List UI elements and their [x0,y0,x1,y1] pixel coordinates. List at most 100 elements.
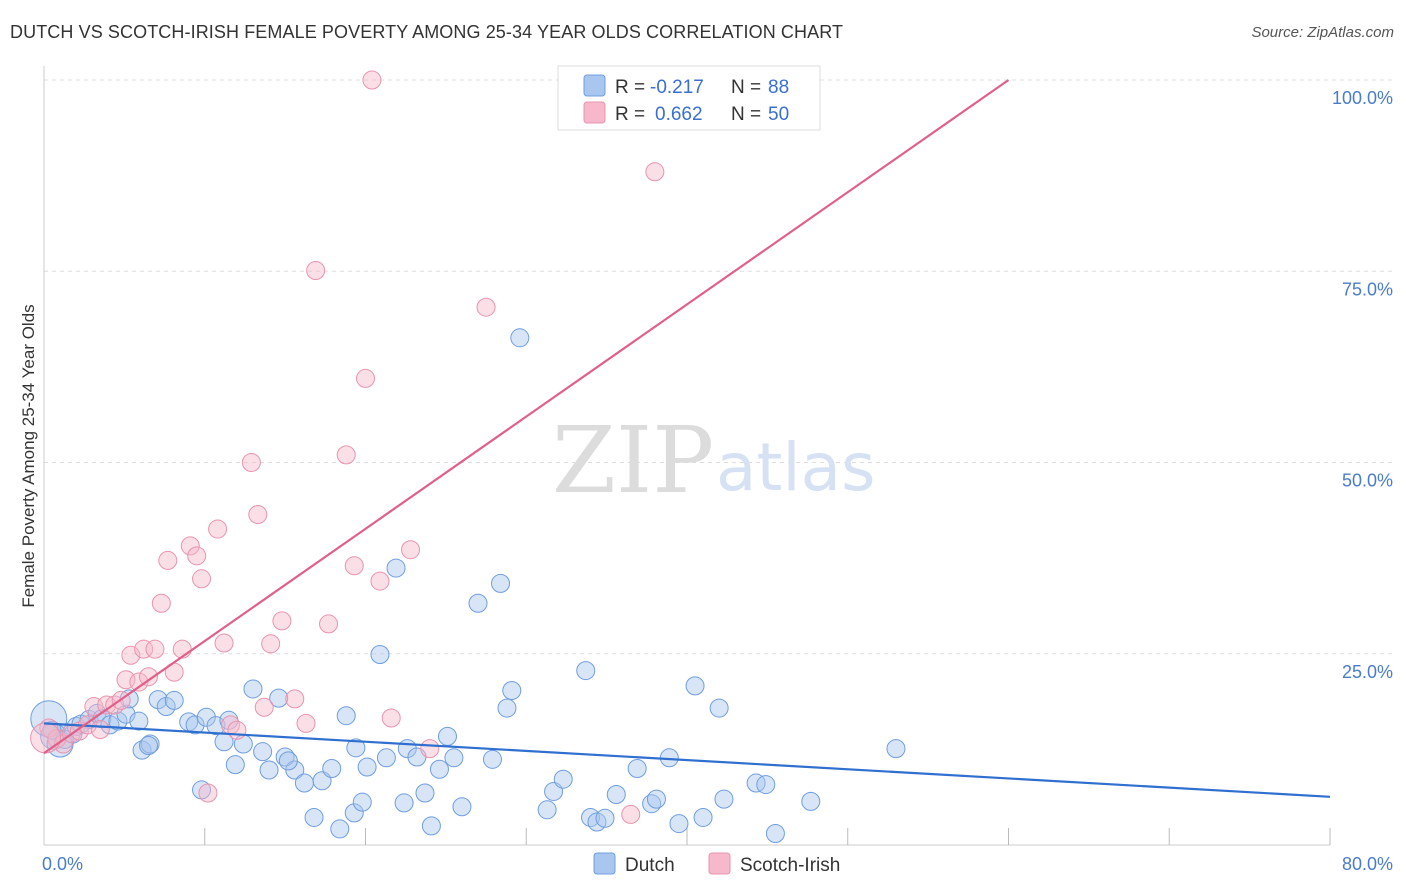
dutch-point [336,706,356,726]
dutch-n-value: 88 [768,77,789,98]
dutch-point [756,775,776,795]
scotch-irish-point [138,667,158,687]
dutch-trend-line [43,722,1331,798]
scotch-n-label: N = [731,104,761,125]
scotch-irish-point [420,739,440,759]
dutch-point [709,698,729,718]
dutch-point [269,688,289,708]
scotch-irish-point [187,546,207,566]
dutch-point [576,661,596,681]
scotch-irish-point [227,720,247,740]
dutch-point [627,759,647,778]
scotch-n-value: 50 [768,104,789,125]
trend-lines [43,79,1331,798]
scotch-series-swatch [708,852,731,875]
dutch-point [196,707,216,727]
x-tick-label-min: 0.0% [42,854,83,874]
x-tick-label-max: 80.0% [1342,854,1393,874]
dutch-point [344,803,364,823]
series-legend: Dutch Scotch-Irish [593,852,840,876]
scotch-irish-point [261,634,281,654]
scotch-irish-point [53,734,73,754]
dutch-point [714,789,734,809]
scotch-irish-point [208,519,228,539]
dutch-point [394,793,414,813]
dutch-series-swatch [593,852,616,875]
y-tick-label: 75.0% [1342,279,1393,299]
scotch-irish-point [145,639,165,659]
scotch-irish-point [180,536,200,556]
dutch-point [421,816,441,836]
scotch-irish-point [344,556,364,576]
dutch-point [253,742,273,762]
dutch-point [765,824,785,844]
dutch-point [595,808,615,828]
scotch-irish-point [645,162,665,182]
dutch-point [322,759,342,778]
scotch-irish-point [151,593,171,613]
dutch-point [502,680,522,700]
dutch-point [429,759,449,779]
dutch-point [886,739,906,759]
scotch-irish-point [134,639,154,659]
dutch-point [164,690,184,710]
dutch-point [444,748,464,768]
scotch-irish-point [381,708,401,728]
dutch-point [225,755,245,775]
watermark-zip: ZIP [552,407,714,514]
dutch-legend-swatch [583,74,606,97]
dutch-point [415,783,435,803]
dutch-r-label: R = [615,77,645,98]
dutch-point [108,711,128,731]
dutch-point [352,792,372,812]
dutch-point [497,698,517,718]
x-tick-marks [204,828,1331,845]
scotch-irish-point [214,633,234,653]
dutch-point [259,760,279,780]
dutch-point [376,748,396,768]
dutch-point [510,328,530,348]
dutch-point [646,789,666,809]
dutch-point [468,593,488,613]
dutch-point [357,757,377,777]
dutch-point [386,558,406,578]
scotch-irish-point [296,713,316,733]
scotch-irish-point [336,445,356,465]
dutch-series-label: Dutch [625,855,675,876]
y-tick-label: 50.0% [1342,471,1393,491]
dutch-point [685,676,705,696]
scotch-irish-point [90,719,110,739]
dutch-point [452,797,472,817]
chart-title: DUTCH VS SCOTCH-IRISH FEMALE POVERTY AMO… [10,22,844,42]
scotch-irish-point [362,70,382,90]
watermark-atlas: atlas [716,429,876,506]
scotch-irish-point [30,722,62,754]
dutch-point [669,814,689,834]
dutch-point [304,807,324,827]
dutch-r-value: -0.217 [650,77,704,98]
scotch-irish-point [248,505,268,525]
dutch-point [482,749,502,769]
dutch-point [801,791,821,811]
grid-lines [44,79,1393,655]
scotch-irish-point [476,297,496,317]
y-tick-labels: 25.0% 50.0% 75.0% 100.0% [1332,88,1393,682]
scotch-irish-point [356,368,375,388]
scotch-r-label: R = [615,104,645,125]
dutch-point [148,690,168,710]
scotch-irish-point [158,550,178,570]
dutch-point [553,769,573,789]
dutch-point [330,819,350,839]
dutch-point [185,715,205,735]
scotch-irish-point [198,783,218,803]
dutch-point [437,726,457,746]
scotch-irish-point [401,540,421,560]
scotch-irish-point [285,689,305,709]
scotch-irish-point [254,697,274,717]
scotch-r-value: 0.662 [655,104,703,125]
dutch-point [693,807,713,827]
dutch-point [243,679,263,699]
scotch-irish-point [97,695,117,715]
dutch-point [346,738,366,758]
